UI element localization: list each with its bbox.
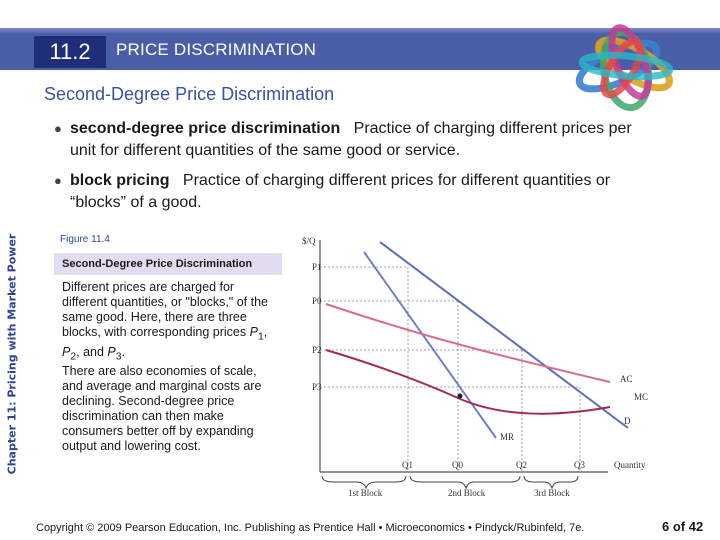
figure-description: Different prices are charged for differe… bbox=[62, 280, 278, 454]
figure-description-p1: Different prices are charged for differe… bbox=[62, 280, 268, 362]
curve-label-mr: MR bbox=[500, 432, 514, 442]
footer-copyright: Copyright © 2009 Pearson Education, Inc.… bbox=[36, 522, 585, 534]
price-label-p2: P2 bbox=[312, 345, 322, 355]
block-label-3: 3rd Block bbox=[534, 488, 570, 498]
bullet-text: second-degree price discrimination Pract… bbox=[70, 118, 654, 162]
quantity-label-q2: Q2 bbox=[516, 460, 527, 470]
price-label-p3: P3 bbox=[312, 382, 322, 392]
figure-label: Figure 11.4 bbox=[60, 234, 110, 245]
section-number: 11.2 bbox=[34, 36, 106, 68]
section-title: PRICE DISCRIMINATION bbox=[116, 40, 317, 59]
y-axis-label: $/Q bbox=[302, 236, 316, 246]
rings-logo-icon bbox=[575, 24, 674, 112]
curve-label-d: D bbox=[624, 416, 631, 426]
quantity-label-q1: Q1 bbox=[402, 460, 413, 470]
figure-title: Second-Degree Price Discrimination bbox=[54, 253, 282, 275]
bullet-1: ● second-degree price discrimination Pra… bbox=[54, 118, 654, 162]
block-label-2: 2nd Block bbox=[448, 488, 486, 498]
bullet-dot-icon: ● bbox=[54, 121, 62, 136]
price-label-p0: P0 bbox=[312, 296, 322, 306]
intersection-point bbox=[457, 393, 463, 399]
price-label-p1: P1 bbox=[312, 262, 322, 272]
demand-curve bbox=[379, 241, 629, 429]
figure-description-p2: There are also economies of scale, and a… bbox=[62, 364, 262, 453]
marginal-revenue-curve bbox=[363, 251, 497, 439]
page-number: 6 of 42 bbox=[662, 519, 704, 534]
x-axis-label: Quantity bbox=[614, 460, 646, 470]
bullet-dot-icon: ● bbox=[54, 173, 62, 188]
quantity-label-q0: Q0 bbox=[452, 460, 463, 470]
curve-label-ac: AC bbox=[620, 374, 633, 384]
quantity-label-q3: Q3 bbox=[574, 460, 585, 470]
figure-graph: $/Q Quantity P1 P0 P2 P3 Q1 Q0 Q2 Q3 AC … bbox=[302, 236, 648, 498]
block-label-1: 1st Block bbox=[348, 488, 383, 498]
chapter-side-label: Chapter 11: Pricing with Market Power bbox=[0, 230, 24, 478]
marginal-cost-curve bbox=[325, 349, 611, 415]
bullet-term: block pricing bbox=[70, 172, 170, 189]
bullet-definition: Practice of charging different prices fo… bbox=[70, 172, 611, 211]
bullet-text: block pricing Practice of charging diffe… bbox=[70, 170, 654, 214]
chapter-side-label-text: Chapter 11: Pricing with Market Power bbox=[5, 233, 19, 475]
bullet-term: second-degree price discrimination bbox=[70, 120, 341, 137]
average-cost-curve bbox=[325, 303, 611, 383]
curve-label-mc: MC bbox=[634, 392, 648, 402]
bullet-definition: Practice of charging different prices pe… bbox=[70, 120, 632, 159]
slide-subtitle: Second-Degree Price Discrimination bbox=[44, 84, 335, 104]
bullet-2: ● block pricing Practice of charging dif… bbox=[54, 170, 654, 214]
